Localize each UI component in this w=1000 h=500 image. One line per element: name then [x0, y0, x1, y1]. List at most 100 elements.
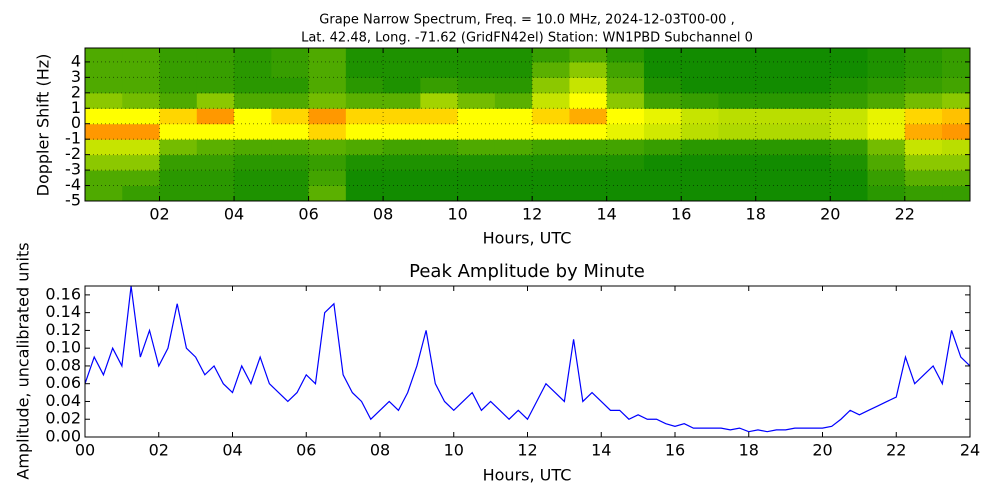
heatmap-cell [718, 185, 757, 201]
heatmap-cell [345, 139, 384, 156]
heatmap-cell [755, 61, 794, 78]
heatmap-cell [271, 185, 310, 201]
heatmap-cell [308, 154, 347, 171]
y-tick-label: 0.08 [45, 355, 81, 374]
heatmap-cell [159, 108, 198, 125]
y-tick-label: 3 [71, 67, 81, 86]
heatmap-cell [234, 61, 272, 78]
heatmap-cell [196, 154, 235, 171]
heatmap-cell [234, 48, 272, 63]
heatmap-cell [494, 61, 533, 78]
heatmap-cell [345, 170, 384, 187]
heatmap-cell [122, 185, 161, 201]
heatmap-cell [755, 92, 794, 109]
heatmap-cell [643, 61, 682, 78]
heatmap-cell [494, 48, 533, 63]
x-tick-label: 14 [597, 205, 617, 224]
heatmap-cell [793, 123, 831, 140]
x-tick-label: 16 [665, 441, 685, 460]
heatmap-cell [793, 77, 831, 94]
heatmap-cell [942, 170, 970, 187]
heatmap-cell [85, 92, 123, 109]
heatmap-cell [867, 108, 906, 125]
heatmap-cell [904, 77, 943, 94]
heatmap-cell [793, 92, 831, 109]
heatmap-cell [308, 48, 347, 63]
heatmap-cell [234, 170, 272, 187]
heatmap-cell [85, 77, 123, 94]
heatmap-cell [643, 48, 682, 63]
heatmap-cell [122, 61, 161, 78]
heatmap-cell [681, 48, 719, 63]
heatmap-cell [681, 154, 719, 171]
heatmap-cell [606, 61, 645, 78]
heatmap-cell [904, 123, 943, 140]
heatmap-cell [308, 92, 347, 109]
heatmap-cell [867, 123, 906, 140]
heatmap-cell [234, 123, 272, 140]
heatmap-cell [606, 123, 645, 140]
heatmap-cell [904, 139, 943, 156]
heatmap-cell [383, 139, 421, 156]
heatmap-cell [345, 61, 384, 78]
heatmap-cell [532, 48, 570, 63]
heatmap-cell [718, 154, 757, 171]
heatmap-cell [867, 154, 906, 171]
y-tick-label: 0 [71, 113, 81, 132]
heatmap-cell [532, 185, 570, 201]
heatmap-cell [867, 185, 906, 201]
x-tick-label: 02 [149, 205, 169, 224]
heatmap-cell [85, 48, 123, 63]
heatmap-cell [942, 48, 970, 63]
heatmap-cell [755, 123, 794, 140]
heatmap-cell [159, 170, 198, 187]
heatmap-cell [85, 123, 123, 140]
heatmap-cell [494, 170, 533, 187]
heatmap-cell [867, 61, 906, 78]
x-tick-label: 20 [812, 441, 832, 460]
heatmap-cell [494, 77, 533, 94]
heatmap-cell [532, 170, 570, 187]
heatmap-cell [942, 185, 970, 201]
heatmap-cell [904, 170, 943, 187]
heatmap-cell [159, 48, 198, 63]
heatmap-cell [569, 61, 608, 78]
x-tick-label: 06 [298, 205, 318, 224]
y-tick-label: 0.06 [45, 373, 81, 392]
x-tick-label: 04 [224, 205, 244, 224]
heatmap-cell [420, 139, 459, 156]
x-tick-label: 18 [746, 205, 766, 224]
heatmap-cell [830, 170, 869, 187]
y-axis-label: Doppler Shift (Hz) [34, 54, 53, 197]
heatmap-cell [718, 92, 757, 109]
heatmap-cell [122, 108, 161, 125]
heatmap-cell [420, 123, 459, 140]
heatmap-cell [383, 123, 421, 140]
heatmap-cell [569, 154, 608, 171]
heatmap-cell [755, 77, 794, 94]
heatmap-cell [830, 154, 869, 171]
heatmap-cell [643, 77, 682, 94]
heatmap-cell [308, 123, 347, 140]
heatmap-cell [234, 154, 272, 171]
heatmap-cell [196, 170, 235, 187]
heatmap-cell [122, 154, 161, 171]
heatmap-cell [494, 123, 533, 140]
heatmap-cell [85, 108, 123, 125]
heatmap-cell [271, 77, 310, 94]
heatmap-cell [793, 108, 831, 125]
heatmap-cell [308, 108, 347, 125]
heatmap-cell [457, 61, 496, 78]
heatmap-cell [793, 185, 831, 201]
heatmap-cell [122, 48, 161, 63]
heatmap-cell [755, 185, 794, 201]
heatmap-cell [234, 77, 272, 94]
plot-area [85, 286, 970, 433]
heatmap-cell [159, 92, 198, 109]
heatmap-cell [606, 154, 645, 171]
heatmap-cell [345, 48, 384, 63]
heatmap-cell [867, 92, 906, 109]
x-tick-label: 04 [222, 441, 242, 460]
heatmap-cell [942, 139, 970, 156]
